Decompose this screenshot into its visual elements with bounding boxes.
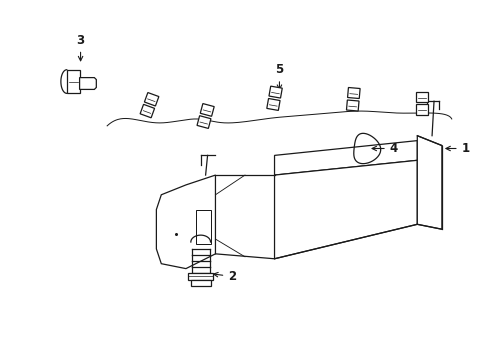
- Polygon shape: [197, 116, 210, 129]
- Polygon shape: [415, 92, 427, 102]
- Text: 3: 3: [76, 34, 84, 61]
- Polygon shape: [346, 100, 358, 111]
- Polygon shape: [144, 93, 159, 106]
- Polygon shape: [415, 104, 427, 114]
- Text: 5: 5: [275, 63, 283, 89]
- Polygon shape: [187, 273, 213, 280]
- Polygon shape: [274, 141, 416, 175]
- Polygon shape: [156, 175, 215, 269]
- Text: 1: 1: [445, 142, 469, 155]
- Polygon shape: [266, 99, 280, 111]
- Polygon shape: [416, 136, 441, 229]
- Polygon shape: [200, 104, 214, 116]
- Polygon shape: [274, 160, 416, 259]
- Polygon shape: [190, 280, 210, 286]
- Text: 2: 2: [213, 270, 236, 283]
- Polygon shape: [80, 78, 96, 89]
- Polygon shape: [140, 104, 154, 118]
- Polygon shape: [67, 70, 80, 93]
- Text: 4: 4: [371, 142, 397, 155]
- Polygon shape: [347, 87, 359, 99]
- Polygon shape: [195, 210, 210, 244]
- Polygon shape: [268, 86, 282, 98]
